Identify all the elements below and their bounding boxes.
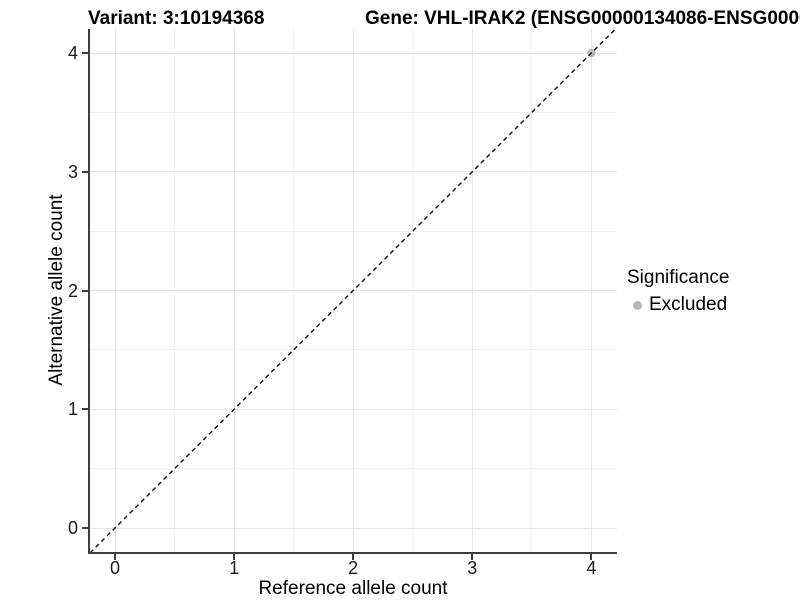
x-axis-tick-label: 4: [586, 558, 597, 578]
x-axis-tick: [590, 554, 593, 560]
x-axis-tick-label: 2: [348, 558, 359, 578]
y-axis-tick: [82, 170, 88, 173]
legend-entry-label: Excluded: [649, 294, 728, 315]
legend: Significance Excluded: [627, 266, 729, 316]
plot-title-gene: Gene: VHL-IRAK2 (ENSG00000134086-ENSG000…: [365, 8, 800, 29]
plot-panel-grid: [90, 29, 617, 552]
plot-title-variant: Variant: 3:10194368: [88, 8, 265, 29]
y-axis-tick: [82, 52, 88, 54]
y-axis-title: Alternative allele count: [46, 194, 67, 386]
x-axis-title: Reference allele count: [258, 578, 448, 599]
y-axis-tick: [82, 527, 88, 529]
grid-major-h: [90, 527, 617, 529]
identity-dashed-line: [90, 29, 617, 552]
y-axis-tick-label: 2: [67, 280, 78, 301]
x-axis-tick-label: 1: [229, 558, 240, 578]
y-axis-tick: [82, 408, 88, 411]
grid-major-h: [90, 171, 617, 173]
y-axis-tick-label: 1: [67, 399, 78, 420]
y-axis-tick-label: 3: [67, 161, 78, 182]
x-axis-tick-label: 3: [467, 558, 478, 578]
x-axis-tick: [471, 554, 474, 560]
grid-major-h: [90, 52, 617, 54]
legend-title: Significance: [627, 267, 730, 288]
data-layer: [90, 29, 617, 552]
plot-panel: [88, 29, 617, 554]
legend-marker-circle-icon: [633, 300, 642, 310]
x-axis-tick-label: 0: [109, 558, 120, 578]
y-axis-tick-label: 0: [67, 518, 78, 538]
y-axis-tick-label: 4: [67, 43, 78, 63]
legend-entry-excluded: Excluded: [627, 294, 729, 316]
y-axis-tick: [82, 289, 88, 292]
x-axis-tick: [352, 554, 355, 560]
x-axis-tick: [114, 554, 116, 560]
x-axis-tick: [233, 554, 236, 560]
grid-major-h: [90, 408, 617, 410]
